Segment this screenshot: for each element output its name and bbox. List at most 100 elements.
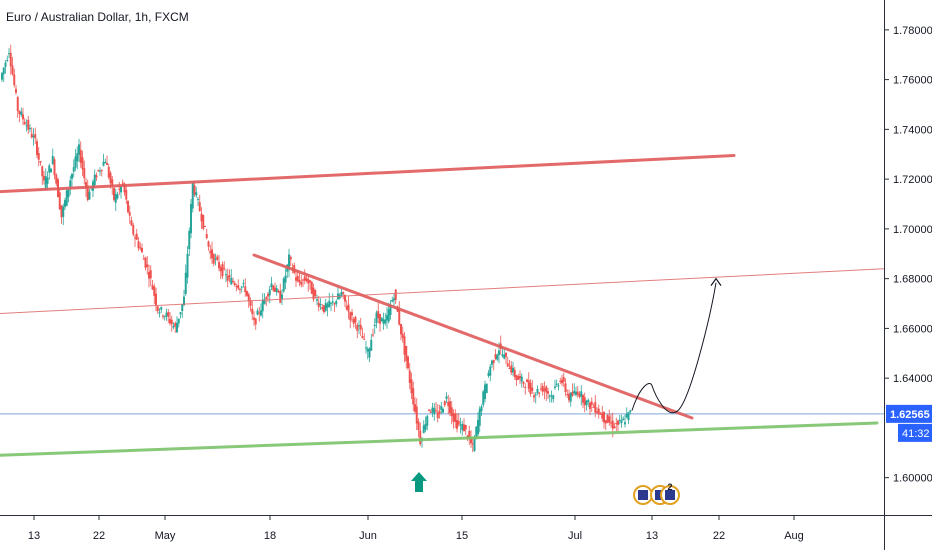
candle-body <box>603 411 605 423</box>
x-tick-label: 13 <box>646 530 658 542</box>
candle-body <box>144 257 147 268</box>
candle-body <box>443 401 446 406</box>
candle-body <box>620 420 623 424</box>
candle-body <box>78 144 80 155</box>
candle-body <box>359 324 362 330</box>
candle-body <box>463 424 465 432</box>
forecast-arrowhead <box>710 277 722 286</box>
x-tick-label: 15 <box>456 530 468 542</box>
candle-body <box>452 413 455 422</box>
y-tick-label: 1.64000 <box>893 373 932 385</box>
candle-body <box>450 407 453 417</box>
candle-body <box>30 133 33 138</box>
x-tick-label: Jun <box>359 530 377 542</box>
candle-body <box>43 176 45 181</box>
candle-body <box>342 292 345 294</box>
candle-body <box>207 241 210 247</box>
candle-body <box>172 325 175 328</box>
candle-body <box>46 177 49 184</box>
candle-body <box>470 438 472 444</box>
candle-body <box>438 411 441 414</box>
forecast-path[interactable] <box>631 282 717 414</box>
candle-body <box>387 309 390 322</box>
candle-body <box>552 395 555 400</box>
candle-body <box>95 175 98 178</box>
candle-body <box>331 301 334 303</box>
y-tick-label: 1.66000 <box>893 323 932 335</box>
candle-body <box>153 286 156 296</box>
candle-body <box>347 304 350 312</box>
candle-body <box>459 424 462 426</box>
candle-body <box>578 393 581 397</box>
candle-body <box>104 161 107 164</box>
candle-body <box>629 410 632 412</box>
candle-body <box>176 322 178 333</box>
candle-body <box>354 317 357 323</box>
candle-body <box>370 339 373 351</box>
candle-body <box>485 383 488 394</box>
candle-body <box>445 396 448 399</box>
current-price-label: 1.62565 <box>890 409 930 421</box>
candle-body <box>433 408 436 414</box>
candle-body <box>400 323 402 335</box>
y-tick-label: 1.70000 <box>893 224 932 236</box>
candle-body <box>380 317 383 322</box>
candle-body <box>228 275 231 278</box>
upper-resistance-line[interactable] <box>0 153 736 194</box>
candle-body <box>151 285 154 290</box>
candle-body <box>610 422 612 424</box>
candle-body <box>85 182 87 189</box>
candle-body <box>478 408 481 426</box>
descending-trendline[interactable] <box>252 253 694 420</box>
candle-body <box>368 348 371 358</box>
candle-body <box>244 286 247 293</box>
candle-body <box>401 333 404 338</box>
candle-body <box>158 312 161 314</box>
candle-body <box>344 294 346 302</box>
event-badge-count: 2 <box>667 482 672 492</box>
candle-body <box>146 264 149 267</box>
candle-body <box>317 302 320 308</box>
candle-body <box>219 267 222 272</box>
candle-body <box>487 373 490 376</box>
candle-body <box>233 283 236 286</box>
candle-body <box>377 311 380 319</box>
candle-body <box>312 287 315 300</box>
candle-body <box>128 212 131 216</box>
upper-channel-line[interactable] <box>0 268 885 314</box>
candle-body <box>449 401 451 413</box>
candle-body <box>221 264 224 277</box>
candle-body <box>11 65 14 75</box>
candle-body <box>23 122 26 125</box>
support-trendline[interactable] <box>0 421 879 457</box>
candle-body <box>275 288 278 293</box>
candle-body <box>356 324 359 331</box>
candle-body <box>559 380 562 382</box>
candle-body <box>274 287 276 292</box>
candle-body <box>272 285 275 291</box>
candle-body <box>132 225 135 235</box>
candle-body <box>489 366 492 376</box>
candle-body <box>622 418 625 421</box>
candle-body <box>67 188 70 198</box>
candle-body <box>134 237 136 239</box>
candle-body <box>561 379 563 384</box>
y-tick-label: 1.68000 <box>893 274 932 286</box>
candle-body <box>179 312 182 315</box>
candle-body <box>170 319 173 325</box>
candle-body <box>282 278 285 292</box>
candle-body <box>501 354 504 357</box>
candle-body <box>53 159 56 176</box>
candle-body <box>72 167 75 172</box>
candle-body <box>372 334 374 336</box>
candle-body <box>247 294 250 301</box>
candle-body <box>508 367 511 369</box>
candle-body <box>330 302 332 304</box>
candle-body <box>16 97 19 112</box>
candle-body <box>216 256 219 260</box>
candle-body <box>456 420 458 429</box>
candle-body <box>163 316 166 318</box>
candle-body <box>564 383 567 393</box>
